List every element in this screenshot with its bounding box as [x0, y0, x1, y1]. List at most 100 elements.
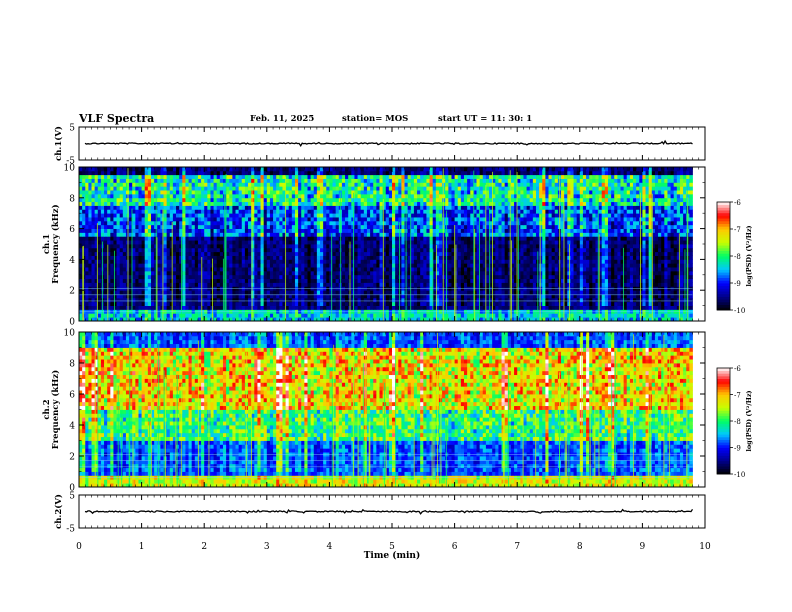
- heatmap-cell: [570, 247, 574, 253]
- heatmap-cell: [335, 259, 340, 264]
- heatmap-cell: [320, 251, 324, 256]
- heatmap-cell: [204, 224, 208, 229]
- heatmap-cell: [654, 228, 659, 233]
- heatmap-cell: [473, 251, 477, 256]
- heatmap-cell: [91, 317, 96, 322]
- heatmap-cell: [235, 290, 240, 295]
- heatmap-cell: [542, 270, 546, 276]
- heatmap-cell: [570, 240, 574, 245]
- heatmap-cell: [379, 244, 384, 249]
- heatmap-cell: [392, 236, 396, 241]
- heatmap-cell: [141, 317, 146, 322]
- heatmap-cell: [626, 282, 631, 287]
- heatmap-cell: [510, 247, 515, 253]
- heatmap-cell: [617, 313, 621, 318]
- heatmap-cell: [366, 294, 371, 299]
- heatmap-cell: [216, 236, 221, 241]
- heatmap-cell: [617, 263, 621, 268]
- heatmap-cell: [276, 290, 280, 295]
- heatmap-cell: [298, 290, 302, 295]
- heatmap-cell: [614, 244, 618, 249]
- heatmap-cell: [388, 290, 393, 295]
- heatmap-cell: [460, 274, 465, 280]
- heatmap-cell: [676, 251, 681, 256]
- heatmap-cell: [548, 282, 553, 287]
- heatmap-cell: [207, 305, 211, 310]
- heatmap-cell: [435, 228, 440, 233]
- heatmap-cell: [194, 305, 199, 310]
- heatmap-cell: [179, 236, 183, 241]
- heatmap-cell: [401, 274, 405, 280]
- heatmap-cell: [244, 301, 249, 306]
- heatmap-cell: [150, 290, 155, 295]
- heatmap-cell: [623, 282, 628, 287]
- heatmap-cell: [122, 305, 127, 310]
- heatmap-cell: [219, 282, 224, 287]
- heatmap-cell: [545, 297, 549, 303]
- heatmap-cell: [463, 274, 468, 280]
- heatmap-cell: [326, 228, 330, 233]
- heatmap-cell: [607, 294, 612, 299]
- heatmap-cell: [654, 274, 659, 280]
- heatmap-cell: [229, 255, 233, 260]
- heatmap-cell: [147, 305, 152, 310]
- heatmap-cell: [526, 263, 531, 268]
- heatmap-cell: [185, 247, 189, 253]
- heatmap-cell: [85, 278, 89, 283]
- heatmap-cell: [201, 278, 205, 283]
- heatmap-cell: [138, 240, 142, 245]
- heatmap-cell: [345, 317, 349, 322]
- heatmap-cell: [526, 274, 531, 280]
- heatmap-cell: [326, 267, 330, 272]
- heatmap-cell: [586, 278, 590, 283]
- heatmap-cell: [298, 244, 302, 249]
- heatmap-cell: [279, 224, 283, 229]
- heatmap-cell: [207, 294, 211, 299]
- heatmap-cell: [266, 270, 271, 276]
- heatmap-cell: [97, 290, 102, 295]
- heatmap-cell: [379, 290, 384, 295]
- heatmap-cell: [345, 263, 349, 268]
- heatmap-cell: [442, 317, 446, 322]
- heatmap-cell: [301, 263, 305, 268]
- heatmap-cell: [88, 282, 92, 287]
- heatmap-cell: [629, 259, 634, 264]
- heatmap-cell: [285, 294, 290, 299]
- heatmap-cell: [238, 270, 243, 276]
- heatmap-cell: [122, 317, 127, 322]
- heatmap-cell: [510, 232, 515, 237]
- heatmap-cell: [204, 228, 208, 233]
- heatmap-cell: [288, 263, 293, 268]
- heatmap-cell: [623, 240, 628, 245]
- heatmap-cell: [507, 259, 512, 264]
- heatmap-cell: [689, 247, 693, 253]
- heatmap-cell: [263, 297, 268, 303]
- heatmap-cell: [150, 301, 155, 306]
- heatmap-cell: [279, 263, 283, 268]
- heatmap-cell: [460, 251, 465, 256]
- heatmap-cell: [648, 232, 653, 237]
- heatmap-cell: [573, 240, 578, 245]
- heatmap-cell: [626, 247, 631, 253]
- heatmap-cell: [116, 263, 121, 268]
- heatmap-cell: [611, 244, 615, 249]
- heatmap-cell: [654, 297, 659, 303]
- heatmap-cell: [269, 228, 274, 233]
- heatmap-cell: [482, 255, 487, 260]
- heatmap-cell: [561, 294, 565, 299]
- heatmap-cell: [229, 247, 233, 253]
- heatmap-cell: [492, 305, 496, 310]
- heatmap-cell: [207, 259, 211, 264]
- heatmap-cell: [301, 259, 305, 264]
- heatmap-cell: [576, 278, 581, 283]
- heatmap-cell: [407, 251, 412, 256]
- heatmap-cell: [138, 294, 142, 299]
- heatmap-cell: [266, 263, 271, 268]
- heatmap-cell: [510, 240, 515, 245]
- heatmap-cell: [413, 270, 418, 276]
- heatmap-cell: [323, 255, 327, 260]
- heatmap-cell: [226, 278, 230, 283]
- heatmap-cell: [341, 236, 346, 241]
- heatmap-cell: [298, 270, 302, 276]
- heatmap-cell: [551, 301, 556, 306]
